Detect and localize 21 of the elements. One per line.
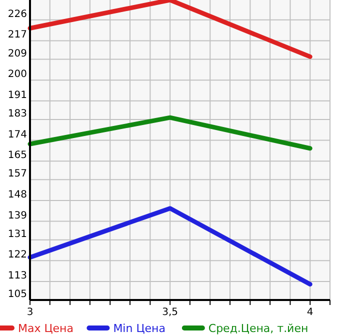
y-tick-label: 105 xyxy=(8,289,27,300)
y-tick-label: 131 xyxy=(8,228,27,240)
y-tick-label: 157 xyxy=(8,168,27,180)
legend-label: Min Цена xyxy=(113,322,166,335)
legend-label: Max Цена xyxy=(18,322,74,335)
x-tick-label: 3 xyxy=(26,307,34,318)
y-tick-label: 165 xyxy=(8,150,27,162)
y-tick-label: 209 xyxy=(8,48,27,60)
y-tick-label: 183 xyxy=(8,108,27,120)
y-tick-label: 148 xyxy=(8,189,27,200)
y-tick-label: 174 xyxy=(8,129,27,140)
legend-label: Сред.Цена, т.йен xyxy=(208,322,308,335)
x-tick-label: 4 xyxy=(306,307,314,318)
y-tick-label: 122 xyxy=(8,250,27,261)
y-tick-label: 217 xyxy=(8,30,27,41)
y-tick-label: 191 xyxy=(8,90,27,101)
y-tick-label: 200 xyxy=(8,69,27,80)
y-tick-label: 139 xyxy=(8,210,27,222)
y-tick-label: 226 xyxy=(8,8,27,20)
y-tick-label: 113 xyxy=(8,270,27,282)
x-tick-label: 3,5 xyxy=(162,307,178,318)
